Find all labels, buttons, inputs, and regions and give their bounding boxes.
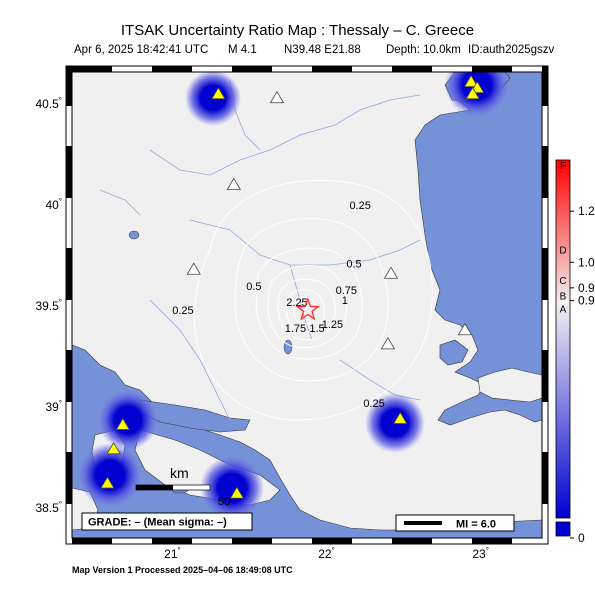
scale-number: 50 <box>218 496 230 508</box>
colorbar-ticks: 1.2 1.0 0.90.9 0 F D CBA <box>559 161 595 545</box>
colorbar-grade-letter: A <box>560 304 567 315</box>
contour-label: 0.25 <box>172 305 193 317</box>
event-location: N39.48 E21.88 <box>284 44 361 56</box>
contour-label: 1.75 <box>285 323 306 335</box>
map-frame <box>65 65 549 545</box>
uncertainty-contours <box>193 179 433 421</box>
contour-label: 0.5 <box>346 259 361 271</box>
colorbar-tick-label: 0.9 <box>578 294 595 308</box>
mi-legend: MI = 6.0 <box>395 514 515 532</box>
station-active-icon <box>115 417 131 430</box>
latitude-tick-label: 40° <box>45 197 62 213</box>
colorbar-tick-label: 0 <box>578 531 585 545</box>
longitude-tick-label: 23° <box>472 546 489 561</box>
station-active-icon <box>393 411 408 424</box>
map-area: 0.25 0.5 0.5 0.75 0.25 2.25 1 1.75 1.51.25 0.25 k… <box>72 72 542 538</box>
longitude-tick-label: 22° <box>318 546 335 561</box>
colorbar-grade-letter: D <box>559 246 566 257</box>
station-inactive-icon <box>457 322 473 336</box>
colorbar: 1.2 1.0 0.90.9 0 F D CBA <box>555 159 595 545</box>
colorbar-tick-label: 1.2 <box>578 204 595 218</box>
epicenter-star-icon <box>295 297 321 321</box>
euboea-island <box>477 367 542 403</box>
map-title: ITSAK Uncertainty Ratio Map : Thessaly –… <box>120 22 475 39</box>
contour-label: 2.25 <box>286 297 307 309</box>
station-inactive-icon <box>269 90 285 104</box>
scale-label: km <box>170 465 189 481</box>
station-inactive-icon <box>380 337 396 350</box>
contour-label: 0.25 <box>363 398 384 410</box>
lake-plastira <box>283 339 293 355</box>
contour-label: 0.75 <box>336 285 357 297</box>
colorbar-gradient <box>555 159 571 519</box>
event-depth: Depth: 10.0km <box>386 44 461 56</box>
rivers <box>99 79 421 421</box>
contour-label: 0.5 <box>246 281 261 293</box>
station-inactive-icon <box>226 177 242 190</box>
station-active-icon <box>229 486 245 499</box>
grade-box: GRADE: – (Mean sigma: –) <box>81 512 253 531</box>
grade-text: GRADE: – (Mean sigma: –) <box>88 517 227 529</box>
colorbar-min-swatch <box>555 521 571 537</box>
station-active-icon <box>106 441 121 455</box>
station-inactive-icon <box>186 262 201 275</box>
contour-label: 1.25 <box>322 319 343 331</box>
latitude-tick-label: 38.5° <box>35 499 62 515</box>
colorbar-grade-letter: F <box>560 161 566 172</box>
longitude-tick-label: 21° <box>164 546 181 561</box>
footer-processed: Map Version 1 Processed 2025–04–06 18:49… <box>72 565 293 575</box>
station-active-icon <box>100 476 115 489</box>
colorbar-tick-label: 0.9 <box>578 281 595 295</box>
latitude-tick-label: 40.5° <box>35 96 62 112</box>
colorbar-grade-letter: C <box>559 276 566 287</box>
colorbar-tick-label: 1.0 <box>578 255 595 269</box>
latitude-tick-label: 39° <box>45 398 62 414</box>
scale-bar: km 50 <box>135 465 230 508</box>
station-active-icon <box>465 86 480 100</box>
event-id: ID:auth2025gszv <box>468 44 555 56</box>
station-active-icon <box>463 74 479 88</box>
latitude-tick-label: 39.5° <box>35 298 62 313</box>
pagasetic-gulf <box>439 339 469 366</box>
colorbar-grade-letter: B <box>560 292 567 303</box>
station-active-icon <box>211 86 226 100</box>
contour-label: 1 <box>342 295 348 307</box>
contour-label: 1.5 <box>309 323 324 335</box>
lake-kastoria <box>128 230 140 240</box>
station-inactive-icon <box>383 266 399 279</box>
event-datetime: Apr 6, 2025 18:42:41 UTC <box>74 44 209 56</box>
stations <box>100 74 485 499</box>
contour-label: 0.25 <box>349 200 370 212</box>
mi-text: MI = 6.0 <box>456 519 496 531</box>
event-magnitude: M 4.1 <box>228 44 257 56</box>
